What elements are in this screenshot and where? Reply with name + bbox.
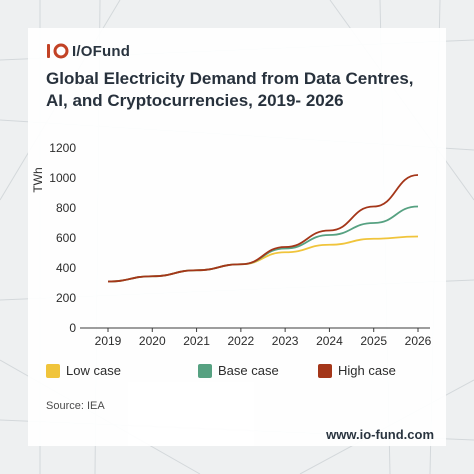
legend-swatch <box>198 363 212 378</box>
chart-legend: Low case Base case High case <box>28 363 446 383</box>
x-tick-label: 2023 <box>272 334 299 348</box>
y-tick-label: 400 <box>56 261 76 275</box>
legend-item: High case <box>318 363 396 378</box>
y-tick-label: 800 <box>56 201 76 215</box>
io-logo-icon <box>46 42 70 60</box>
chart-card: I/OFund Global Electricity Demand from D… <box>28 28 446 446</box>
legend-item: Low case <box>46 363 121 378</box>
x-tick-label: 2019 <box>95 334 122 348</box>
legend-swatch <box>46 363 60 378</box>
y-tick-label: 200 <box>56 291 76 305</box>
x-tick-label: 2020 <box>139 334 166 348</box>
legend-label: Base case <box>218 363 279 378</box>
y-tick-label: 600 <box>56 231 76 245</box>
brand-logo: I/OFund <box>46 42 130 60</box>
x-tick-label: 2021 <box>183 334 210 348</box>
chart-title: Global Electricity Demand from Data Cent… <box>46 69 414 110</box>
y-tick-label: 1000 <box>49 171 76 185</box>
y-tick-label: 1200 <box>49 141 76 155</box>
x-tick-label: 2024 <box>316 334 343 348</box>
line-chart: 0 200 400 600 800 1000 1200 TWh 2019 2020 2021 2022… <box>31 141 432 348</box>
x-tick-label: 2022 <box>228 334 255 348</box>
y-tick-label: 0 <box>69 321 76 335</box>
legend-swatch <box>318 363 332 378</box>
website-link[interactable]: www.io-fund.com <box>326 427 434 442</box>
brand-name: I/OFund <box>72 42 131 60</box>
x-tick-label: 2025 <box>360 334 387 348</box>
x-tick-label: 2026 <box>405 334 432 348</box>
series-line-low-case <box>107 235 419 283</box>
source-note: Source: IEA <box>46 400 105 412</box>
legend-label: High case <box>338 363 396 378</box>
legend-item: Base case <box>198 363 279 378</box>
series-line-high-case <box>107 174 419 283</box>
series-line-base-case <box>107 205 419 283</box>
y-axis-label: TWh <box>31 167 45 192</box>
legend-label: Low case <box>66 363 121 378</box>
